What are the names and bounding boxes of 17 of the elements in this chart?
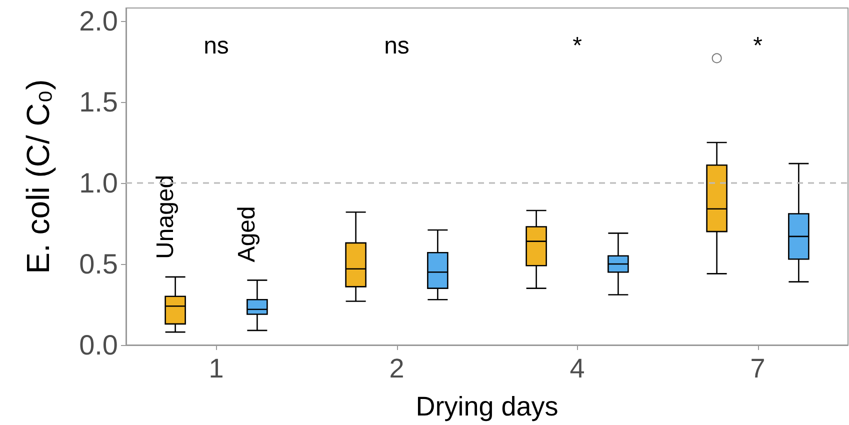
x-tick-label: 4 <box>570 354 585 384</box>
annotation: * <box>753 32 762 60</box>
x-tick-label: 2 <box>389 354 404 384</box>
y-tick-label: 0.5 <box>79 248 118 280</box>
y-axis-title: E. coli (C/ C₀) <box>20 79 56 274</box>
y-tick-label: 1.0 <box>79 167 118 198</box>
annotation: ns <box>384 32 410 60</box>
x-tick-label: 7 <box>750 354 766 384</box>
y-tick-label: 1.5 <box>79 86 118 118</box>
x-tick-label: 1 <box>208 354 224 384</box>
annotation: * <box>572 32 582 60</box>
x-axis-title: Drying days <box>416 392 558 422</box>
y-tick-label: 2.0 <box>79 5 118 36</box>
annotation: ns <box>204 32 229 60</box>
y-tick-label: 0.0 <box>79 330 118 360</box>
text: Aged <box>234 206 261 262</box>
text: Unaged <box>152 174 179 259</box>
